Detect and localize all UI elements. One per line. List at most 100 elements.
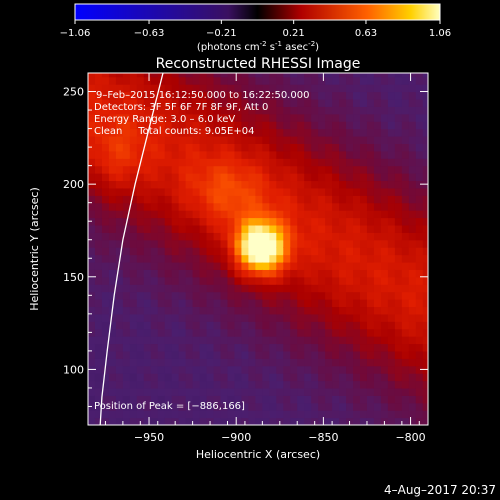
heatmap-cell bbox=[366, 165, 375, 174]
heatmap-cell bbox=[234, 158, 243, 167]
heatmap-cell bbox=[360, 336, 368, 345]
heatmap-cell bbox=[115, 210, 124, 219]
heatmap-cell bbox=[415, 143, 424, 152]
heatmap-cell bbox=[394, 158, 403, 167]
heatmap-cell bbox=[241, 350, 250, 359]
heatmap-cell bbox=[297, 224, 305, 233]
heatmap-cell bbox=[283, 165, 291, 174]
heatmap-cell bbox=[136, 135, 145, 144]
heatmap-cell bbox=[415, 135, 424, 144]
heatmap-cell bbox=[380, 373, 389, 382]
heatmap-cell bbox=[101, 395, 110, 404]
heatmap-cell bbox=[101, 173, 110, 182]
heatmap-cell bbox=[122, 306, 131, 315]
heatmap-cell bbox=[185, 121, 194, 130]
heatmap-cell bbox=[422, 195, 428, 204]
heatmap-cell bbox=[143, 224, 152, 233]
heatmap-cell bbox=[283, 336, 291, 345]
heatmap-cell bbox=[227, 321, 236, 330]
heatmap-cell bbox=[115, 135, 124, 144]
annotation-energy: Energy Range: 3.0 – 6.0 keV bbox=[94, 114, 235, 125]
heatmap-cell bbox=[408, 276, 417, 285]
heatmap-cell bbox=[311, 284, 319, 293]
heatmap-cell bbox=[360, 350, 368, 359]
heatmap-cell bbox=[227, 202, 236, 211]
heatmap-cell bbox=[157, 350, 166, 359]
heatmap-cell bbox=[408, 84, 417, 93]
heatmap-cell bbox=[290, 217, 298, 226]
heatmap-cell bbox=[373, 336, 382, 345]
heatmap-cell bbox=[311, 195, 319, 204]
heatmap-cell bbox=[353, 232, 361, 241]
heatmap-cell bbox=[157, 173, 166, 182]
heatmap-cell bbox=[297, 158, 305, 167]
heatmap-cell bbox=[276, 210, 284, 219]
heatmap-cell bbox=[227, 158, 236, 167]
heatmap-cell bbox=[269, 91, 277, 100]
heatmap-cell bbox=[339, 202, 347, 211]
heatmap-cell bbox=[129, 113, 138, 122]
heatmap-cell bbox=[339, 254, 347, 263]
heatmap-cell bbox=[157, 306, 166, 315]
heatmap-cell bbox=[415, 373, 424, 382]
heatmap-cell bbox=[143, 299, 152, 308]
heatmap-cell bbox=[248, 84, 256, 93]
heatmap-cell bbox=[122, 202, 131, 211]
heatmap-cell bbox=[346, 269, 354, 278]
heatmap-cell bbox=[185, 284, 194, 293]
heatmap-cell bbox=[101, 336, 110, 345]
heatmap-cell bbox=[150, 84, 159, 93]
heatmap-cell bbox=[290, 328, 298, 337]
heatmap-cell bbox=[373, 261, 382, 270]
heatmap-cell bbox=[164, 106, 173, 115]
heatmap-cell bbox=[366, 321, 375, 330]
heatmap-cell bbox=[129, 232, 138, 241]
heatmap-cell bbox=[199, 224, 208, 233]
heatmap-cell bbox=[164, 76, 173, 85]
heatmap-cell bbox=[332, 313, 340, 322]
heatmap-cell bbox=[415, 247, 424, 256]
heatmap-cell bbox=[171, 113, 180, 122]
heatmap-cell bbox=[401, 150, 410, 159]
heatmap-cell bbox=[129, 91, 138, 100]
heatmap-cell bbox=[108, 313, 117, 322]
heatmap-cell bbox=[408, 291, 417, 300]
heatmap-cell bbox=[318, 76, 326, 85]
heatmap-cell bbox=[297, 350, 305, 359]
heatmap-cell bbox=[380, 321, 389, 330]
heatmap-cell bbox=[206, 195, 215, 204]
heatmap-cell bbox=[353, 373, 361, 382]
heatmap-cell bbox=[108, 202, 117, 211]
heatmap-cell bbox=[339, 91, 347, 100]
heatmap-cell bbox=[373, 84, 382, 93]
heatmap-cell bbox=[136, 180, 145, 189]
heatmap-cell bbox=[241, 210, 250, 219]
heatmap-cell bbox=[304, 410, 312, 419]
heatmap-cell bbox=[108, 365, 117, 374]
heatmap-cell bbox=[88, 224, 96, 233]
heatmap-cell bbox=[206, 76, 215, 85]
heatmap-cell bbox=[157, 291, 166, 300]
heatmap-cell bbox=[115, 365, 124, 374]
heatmap-cell bbox=[88, 410, 96, 419]
heatmap-cell bbox=[311, 402, 319, 411]
heatmap-cell bbox=[283, 313, 291, 322]
heatmap-cell bbox=[178, 217, 187, 226]
heatmap-cell bbox=[227, 150, 236, 159]
heatmap-cell bbox=[213, 113, 222, 122]
heatmap-cell bbox=[178, 84, 187, 93]
heatmap-cell bbox=[394, 121, 403, 130]
heatmap-cell bbox=[178, 380, 187, 389]
heatmap-cell bbox=[192, 269, 201, 278]
heatmap-cell bbox=[332, 358, 340, 367]
heatmap-cell bbox=[164, 402, 173, 411]
heatmap-cell bbox=[101, 98, 110, 107]
heatmap-cell bbox=[283, 269, 291, 278]
heatmap-cell bbox=[88, 210, 96, 219]
heatmap-cell bbox=[150, 158, 159, 167]
heatmap-cell bbox=[150, 180, 159, 189]
heatmap-cell bbox=[115, 84, 124, 93]
heatmap-cell bbox=[401, 417, 410, 425]
heatmap-cell bbox=[408, 180, 417, 189]
heatmap-cell bbox=[101, 306, 110, 315]
